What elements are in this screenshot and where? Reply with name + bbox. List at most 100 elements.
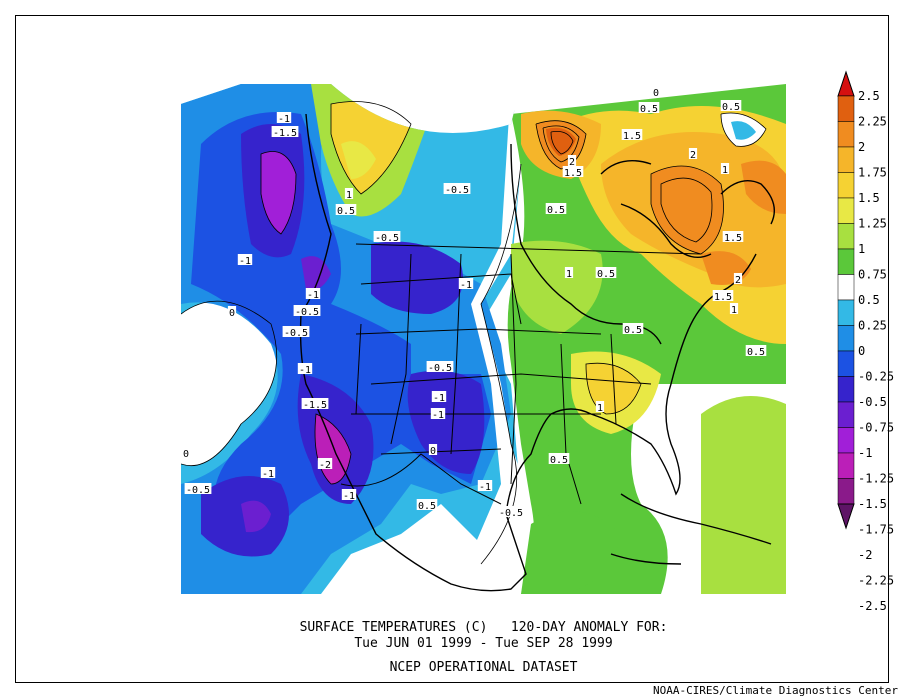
contour-label-text: -1 (432, 410, 444, 421)
legend-tick-label: 0.25 (858, 319, 887, 333)
contour-label: -0.5 (184, 483, 212, 496)
contour-label-text: -1.5 (303, 400, 327, 411)
contour-label: 1 (595, 401, 605, 414)
contour-label-text: 1 (722, 165, 728, 176)
contour-label: -0.5 (293, 305, 321, 318)
legend-swatch (837, 274, 855, 301)
credit-text: NOAA-CIRES/Climate Diagnostics Center (652, 684, 898, 697)
contour-label: -1.5 (271, 126, 299, 139)
legend-tick-label: 0 (858, 344, 865, 358)
legend-tick-label: 2 (858, 140, 865, 154)
plot-frame (15, 15, 889, 683)
caption-line-1: SURFACE TEMPERATURES (C) 120-DAY ANOMALY… (299, 620, 668, 635)
contour-label-text: -0.5 (428, 363, 452, 374)
contour-label-text: 0.5 (640, 104, 658, 115)
anomaly-map: -1 -1.5 -1 -1 -0.5 -0.5 -1 -1.5 -2 -1 -1 -0.5 0 0 1 0.5… (181, 84, 786, 594)
legend-tick-label: -0.5 (858, 395, 887, 409)
legend-tick-label: 0.5 (858, 293, 880, 307)
contour-label-text: 0.5 (747, 347, 765, 358)
contour-label-text: -0.5 (375, 233, 399, 244)
contour-label: -1 (341, 489, 357, 502)
contour-label-text: 0.5 (722, 102, 740, 113)
contour-label: 1 (344, 188, 354, 201)
contour-label: 0 (181, 447, 191, 460)
caption-line-3: NCEP OPERATIONAL DATASET (389, 660, 578, 675)
legend-tick-label: 1.25 (858, 217, 887, 231)
contour-label-text: -1 (239, 256, 251, 267)
contour-label: -1 (305, 288, 321, 301)
contour-label: 0.5 (720, 100, 742, 113)
legend-swatch (837, 376, 855, 403)
contour-label-text: 1 (346, 190, 352, 201)
contour-label-text: -2 (319, 460, 331, 471)
filled-contours (181, 84, 786, 594)
legend-swatch (837, 325, 855, 352)
contour-label-text: 1 (566, 269, 572, 280)
contour-label-text: 0.5 (418, 501, 436, 512)
contour-label: 1.5 (712, 290, 734, 303)
legend-tick-label: 1 (858, 242, 865, 256)
legend-tick-label: -1.75 (858, 523, 894, 537)
legend-tick-label: -1.25 (858, 472, 894, 486)
contour-label: 1.5 (621, 129, 643, 142)
legend-swatch (837, 172, 855, 199)
legend-swatch (837, 299, 855, 326)
contour-label-text: -0.5 (499, 508, 523, 519)
contour-label-text: 0.5 (550, 455, 568, 466)
contour-label: -1 (430, 408, 446, 421)
contour-label-text: -1 (479, 482, 491, 493)
contour-label-text: -1 (262, 469, 274, 480)
contour-label-text: 0 (653, 88, 659, 99)
legend-tick-label: -1 (858, 446, 872, 460)
contour-label: 0.5 (595, 267, 617, 280)
contour-label-text: 0 (183, 449, 189, 460)
contour-label: -1 (477, 480, 493, 493)
contour-label: -0.5 (443, 183, 471, 196)
legend-swatch (837, 248, 855, 275)
contour-label: 0 (227, 306, 237, 319)
contour-label: 0.5 (638, 102, 660, 115)
contour-label-text: 2 (690, 150, 696, 161)
legend-swatch (837, 350, 855, 377)
contour-label-text: 0.5 (597, 269, 615, 280)
legend-swatch (837, 401, 855, 428)
legend-tick-label: -0.75 (858, 421, 894, 435)
contour-label-text: 0.5 (337, 206, 355, 217)
contour-lines (181, 101, 767, 565)
contour-label-text: 1.5 (724, 233, 742, 244)
contour-label-text: -0.5 (445, 185, 469, 196)
contour-label-text: -1 (299, 365, 311, 376)
contour-label-text: -0.5 (284, 328, 308, 339)
contour-label-text: 0.5 (547, 205, 565, 216)
contour-label: 2 (688, 148, 698, 161)
contour-label: -0.5 (426, 361, 454, 374)
contour-label: 0.5 (548, 453, 570, 466)
legend-swatch (837, 197, 855, 224)
contour-label-text: -0.5 (186, 485, 210, 496)
contour-label: -1.5 (301, 398, 329, 411)
contour-label-text: 1 (597, 403, 603, 414)
caption-line-2: Tue JUN 01 1999 - Tue SEP 28 1999 (354, 636, 613, 651)
contour-label: -0.5 (497, 506, 525, 519)
contour-label-text: -1 (433, 393, 445, 404)
contour-label: -1 (260, 467, 276, 480)
contour-label: 0.5 (335, 204, 357, 217)
contour-label-text: 2 (569, 157, 575, 168)
legend-swatch (837, 452, 855, 479)
contour-label-text: -1.5 (273, 128, 297, 139)
contour-label-text: -0.5 (295, 307, 319, 318)
legend-top-arrow (837, 70, 855, 97)
contour-label-text: 0 (229, 308, 235, 319)
contour-label: 2 (567, 155, 577, 168)
contour-label: 0.5 (545, 203, 567, 216)
contour-label: 2 (733, 273, 743, 286)
contour-label: -1 (458, 278, 474, 291)
contour-label: 1 (564, 267, 574, 280)
contour-label-text: 1 (731, 305, 737, 316)
legend-tick-label: 0.75 (858, 268, 887, 282)
legend-tick-label: -0.25 (858, 370, 894, 384)
color-legend: 2.5 2.25 2 1.75 1.5 1.25 1 0.75 0.5 0.25 0 -0.25 -0.… (837, 70, 894, 613)
legend-tick-label: -2 (858, 548, 872, 562)
contour-label: 1.5 (722, 231, 744, 244)
legend-tick-label: 1.5 (858, 191, 880, 205)
